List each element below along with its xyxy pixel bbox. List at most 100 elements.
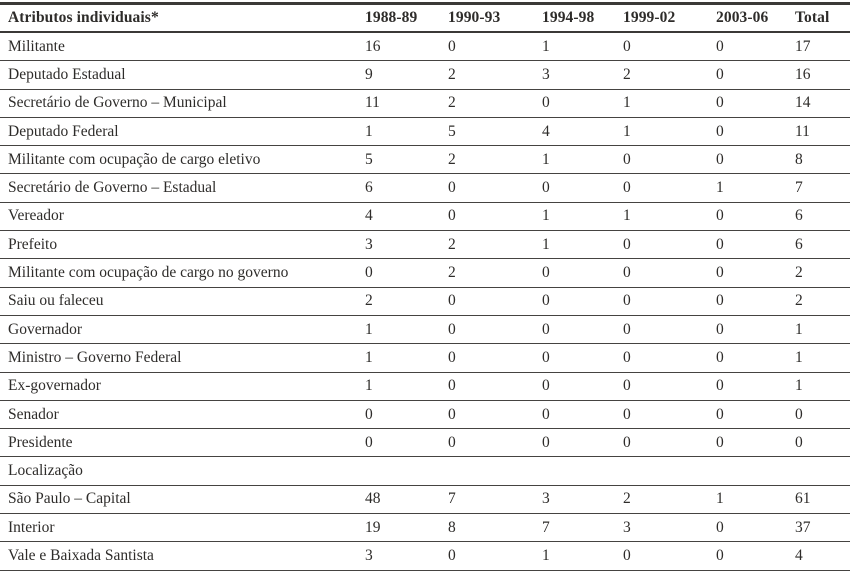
- cell-value: 0: [623, 173, 716, 203]
- cell-value: 1: [542, 541, 623, 571]
- row-label: Vereador: [0, 202, 365, 232]
- cell-value: 7: [542, 513, 623, 543]
- cell-value: 0: [448, 287, 542, 316]
- table-row: Ministro – Governo Federal 1 0 0 0 0 1: [0, 343, 850, 373]
- section-row: Localização: [0, 456, 850, 486]
- cell-value: 2: [623, 60, 716, 90]
- cell-value: 2: [448, 60, 542, 90]
- cell-value: 0: [716, 428, 795, 458]
- row-label: São Paulo – Capital: [0, 485, 365, 515]
- cell-value: 1: [542, 230, 623, 260]
- table-row: Saiu ou faleceu 2 0 0 0 0 2: [0, 287, 850, 316]
- cell-value: 0: [542, 89, 623, 118]
- cell-value: 1: [365, 343, 448, 373]
- cell-value: 0: [716, 145, 795, 175]
- cell-value: 19: [365, 513, 448, 543]
- cell-value: 1: [623, 202, 716, 232]
- table-row: Ex-governador 1 0 0 0 0 1: [0, 372, 850, 401]
- cell-value: 0: [623, 258, 716, 288]
- cell-value: 2: [795, 287, 850, 316]
- cell-value: 0: [716, 541, 795, 571]
- cell-value: 0: [716, 343, 795, 373]
- cell-value: [448, 456, 542, 486]
- cell-value: 6: [365, 173, 448, 203]
- cell-value: 61: [795, 485, 850, 515]
- cell-value: 5: [365, 145, 448, 175]
- cell-value: 1: [716, 485, 795, 515]
- cell-value: 9: [365, 60, 448, 90]
- cell-value: 0: [623, 372, 716, 401]
- cell-value: 0: [623, 287, 716, 316]
- cell-value: 0: [716, 60, 795, 90]
- cell-value: 0: [716, 202, 795, 232]
- cell-value: 7: [448, 485, 542, 515]
- cell-value: 0: [795, 428, 850, 458]
- cell-value: 37: [795, 513, 850, 543]
- table-row: Deputado Estadual 9 2 3 2 0 16: [0, 60, 850, 90]
- cell-value: 0: [716, 258, 795, 288]
- table-row: Militante 16 0 1 0 0 17: [0, 32, 850, 62]
- cell-value: 8: [795, 145, 850, 175]
- cell-value: 0: [542, 315, 623, 345]
- cell-value: 1: [542, 32, 623, 62]
- cell-value: 4: [365, 202, 448, 232]
- scanned-table-page: Atributos individuais* 1988-89 1990-93 1…: [0, 2, 850, 571]
- row-label: Ministro – Governo Federal: [0, 343, 365, 373]
- header-attributes-label: Atributos individuais*: [0, 3, 365, 33]
- cell-value: 2: [365, 287, 448, 316]
- header-col-1999-02: 1999-02: [623, 3, 716, 33]
- cell-value: 0: [365, 428, 448, 458]
- cell-value: [623, 456, 716, 486]
- row-label: Deputado Federal: [0, 117, 365, 147]
- cell-value: 0: [716, 315, 795, 345]
- cell-value: 1: [365, 315, 448, 345]
- cell-value: 1: [542, 202, 623, 232]
- cell-value: 2: [448, 230, 542, 260]
- table-row: Deputado Federal 1 5 4 1 0 11: [0, 117, 850, 147]
- row-label: Ex-governador: [0, 372, 365, 401]
- row-label: Militante com ocupação de cargo no gover…: [0, 258, 365, 288]
- header-col-total: Total: [795, 3, 850, 33]
- header-col-1990-93: 1990-93: [448, 3, 542, 33]
- row-label: Militante: [0, 32, 365, 62]
- cell-value: 3: [542, 60, 623, 90]
- table-body: Militante 16 0 1 0 0 17 Deputado Estadual 9 2 3 2 0 1…: [0, 32, 850, 571]
- cell-value: 0: [448, 541, 542, 571]
- cell-value: 16: [365, 32, 448, 62]
- row-label: Interior: [0, 513, 365, 543]
- cell-value: 6: [795, 230, 850, 260]
- cell-value: 0: [448, 202, 542, 232]
- row-label: Senador: [0, 400, 365, 430]
- table-row: Secretário de Governo – Municipal 11 2 0 1 0 1…: [0, 89, 850, 118]
- header-col-2003-06: 2003-06: [716, 3, 795, 33]
- cell-value: 4: [795, 541, 850, 571]
- cell-value: 3: [623, 513, 716, 543]
- cell-value: 0: [623, 230, 716, 260]
- cell-value: 0: [623, 428, 716, 458]
- cell-value: 0: [542, 428, 623, 458]
- cell-value: 3: [365, 230, 448, 260]
- cell-value: 0: [623, 400, 716, 430]
- cell-value: 0: [448, 173, 542, 203]
- cell-value: 0: [716, 287, 795, 316]
- cell-value: 0: [716, 372, 795, 401]
- cell-value: 0: [542, 343, 623, 373]
- cell-value: 11: [365, 89, 448, 118]
- table-row: Presidente 0 0 0 0 0 0: [0, 428, 850, 458]
- cell-value: 1: [795, 315, 850, 345]
- cell-value: 2: [623, 485, 716, 515]
- cell-value: 0: [716, 400, 795, 430]
- cell-value: 4: [542, 117, 623, 147]
- cell-value: 2: [795, 258, 850, 288]
- cell-value: 1: [365, 117, 448, 147]
- cell-value: 1: [795, 372, 850, 401]
- cell-value: 0: [716, 32, 795, 62]
- cell-value: 8: [448, 513, 542, 543]
- cell-value: 14: [795, 89, 850, 118]
- cell-value: 11: [795, 117, 850, 147]
- cell-value: 1: [623, 89, 716, 118]
- cell-value: 0: [623, 32, 716, 62]
- cell-value: 0: [623, 315, 716, 345]
- cell-value: [542, 456, 623, 486]
- table-row: Senador 0 0 0 0 0 0: [0, 400, 850, 430]
